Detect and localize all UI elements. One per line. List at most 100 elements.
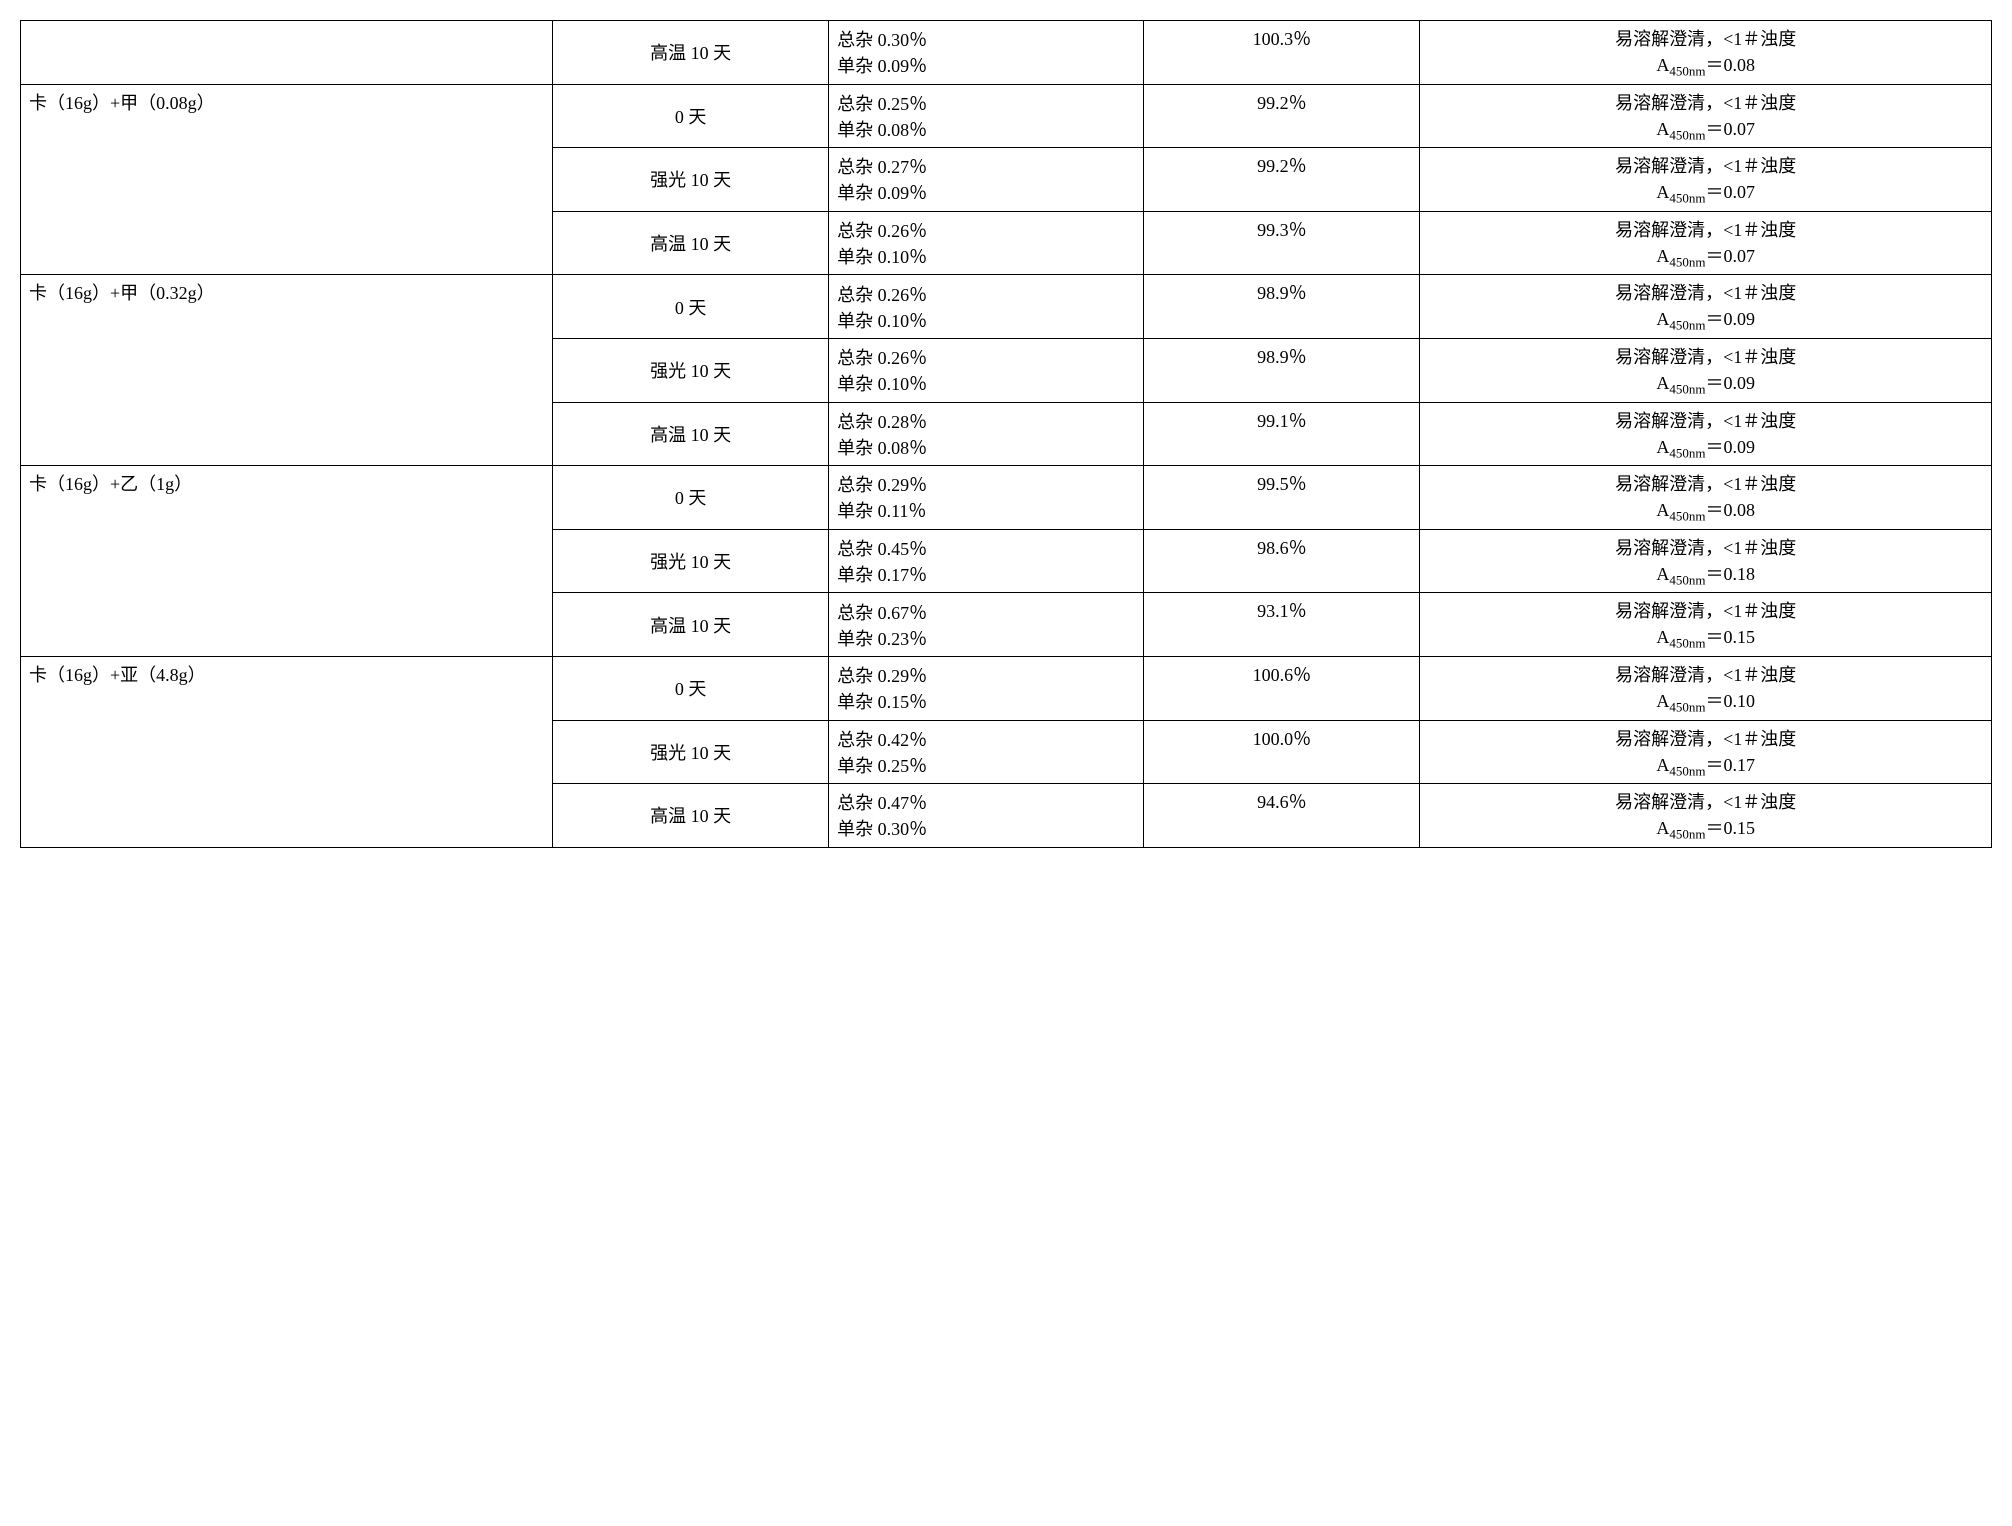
impurity-single: 单杂 0.25％ [837, 752, 1135, 778]
condition-cell: 0 天 [553, 656, 829, 720]
condition-cell: 高温 10 天 [553, 21, 829, 85]
condition-cell: 0 天 [553, 84, 829, 148]
condition-cell: 高温 10 天 [553, 211, 829, 275]
percent-cell: 99.1％ [1144, 402, 1420, 466]
impurity-cell: 总杂 0.26％单杂 0.10％ [829, 275, 1144, 339]
result-subscript: 450nm [1669, 191, 1705, 206]
result-value: ＝0.07 [1706, 119, 1756, 139]
table-row: 卡（16g）+甲（0.32g）0 天总杂 0.26％单杂 0.10％98.9％易… [21, 275, 1992, 339]
result-line1: 易溶解澄清，<1＃浊度 [1428, 89, 1983, 115]
result-line1: 易溶解澄清，<1＃浊度 [1428, 788, 1983, 814]
result-line2: A450nm＝0.09 [1428, 369, 1983, 398]
result-cell: 易溶解澄清，<1＃浊度A450nm＝0.09 [1420, 402, 1992, 466]
result-a: A [1656, 564, 1669, 584]
impurity-total: 总杂 0.67％ [837, 599, 1135, 625]
impurity-total: 总杂 0.47％ [837, 789, 1135, 815]
result-line1: 易溶解澄清，<1＃浊度 [1428, 470, 1983, 496]
result-line1: 易溶解澄清，<1＃浊度 [1428, 216, 1983, 242]
impurity-cell: 总杂 0.47％单杂 0.30％ [829, 784, 1144, 848]
impurity-cell: 总杂 0.26％单杂 0.10％ [829, 211, 1144, 275]
impurity-single: 单杂 0.09％ [837, 52, 1135, 78]
impurity-total: 总杂 0.25％ [837, 90, 1135, 116]
result-value: ＝0.15 [1706, 818, 1756, 838]
result-cell: 易溶解澄清，<1＃浊度A450nm＝0.08 [1420, 21, 1992, 85]
impurity-total: 总杂 0.45％ [837, 535, 1135, 561]
result-cell: 易溶解澄清，<1＃浊度A450nm＝0.09 [1420, 275, 1992, 339]
result-a: A [1656, 691, 1669, 711]
impurity-single: 单杂 0.15％ [837, 688, 1135, 714]
condition-cell: 高温 10 天 [553, 402, 829, 466]
result-subscript: 450nm [1669, 700, 1705, 715]
result-value: ＝0.07 [1706, 182, 1756, 202]
result-a: A [1656, 246, 1669, 266]
percent-cell: 100.3％ [1144, 21, 1420, 85]
result-subscript: 450nm [1669, 636, 1705, 651]
data-table: 高温 10 天总杂 0.30％单杂 0.09％100.3％易溶解澄清，<1＃浊度… [20, 20, 1992, 848]
impurity-total: 总杂 0.30％ [837, 26, 1135, 52]
impurity-single: 单杂 0.10％ [837, 243, 1135, 269]
condition-cell: 0 天 [553, 466, 829, 530]
result-line2: A450nm＝0.07 [1428, 242, 1983, 271]
result-line2: A450nm＝0.07 [1428, 115, 1983, 144]
impurity-cell: 总杂 0.45％单杂 0.17％ [829, 529, 1144, 593]
result-a: A [1656, 119, 1669, 139]
impurity-single: 单杂 0.17％ [837, 561, 1135, 587]
condition-cell: 高温 10 天 [553, 593, 829, 657]
result-line1: 易溶解澄清，<1＃浊度 [1428, 343, 1983, 369]
result-value: ＝0.07 [1706, 246, 1756, 266]
impurity-single: 单杂 0.10％ [837, 370, 1135, 396]
result-a: A [1656, 373, 1669, 393]
percent-cell: 99.2％ [1144, 84, 1420, 148]
result-line2: A450nm＝0.18 [1428, 560, 1983, 589]
result-value: ＝0.17 [1706, 755, 1756, 775]
result-cell: 易溶解澄清，<1＃浊度A450nm＝0.15 [1420, 593, 1992, 657]
impurity-cell: 总杂 0.26％单杂 0.10％ [829, 338, 1144, 402]
result-line2: A450nm＝0.17 [1428, 751, 1983, 780]
result-subscript: 450nm [1669, 572, 1705, 587]
sample-cell: 卡（16g）+乙（1g） [21, 466, 553, 657]
impurity-single: 单杂 0.09％ [837, 179, 1135, 205]
impurity-cell: 总杂 0.29％单杂 0.15％ [829, 656, 1144, 720]
result-line2: A450nm＝0.07 [1428, 178, 1983, 207]
impurity-total: 总杂 0.27％ [837, 153, 1135, 179]
result-value: ＝0.08 [1706, 500, 1756, 520]
impurity-single: 单杂 0.23％ [837, 625, 1135, 651]
result-value: ＝0.09 [1706, 437, 1756, 457]
percent-cell: 99.5％ [1144, 466, 1420, 530]
result-line1: 易溶解澄清，<1＃浊度 [1428, 407, 1983, 433]
impurity-total: 总杂 0.42％ [837, 726, 1135, 752]
result-cell: 易溶解澄清，<1＃浊度A450nm＝0.07 [1420, 211, 1992, 275]
result-subscript: 450nm [1669, 763, 1705, 778]
impurity-cell: 总杂 0.29％单杂 0.11％ [829, 466, 1144, 530]
impurity-total: 总杂 0.29％ [837, 471, 1135, 497]
percent-cell: 99.3％ [1144, 211, 1420, 275]
impurity-single: 单杂 0.11％ [837, 497, 1135, 523]
result-subscript: 450nm [1669, 382, 1705, 397]
result-cell: 易溶解澄清，<1＃浊度A450nm＝0.17 [1420, 720, 1992, 784]
impurity-single: 单杂 0.10％ [837, 307, 1135, 333]
result-subscript: 450nm [1669, 445, 1705, 460]
result-cell: 易溶解澄清，<1＃浊度A450nm＝0.10 [1420, 656, 1992, 720]
result-line2: A450nm＝0.10 [1428, 687, 1983, 716]
result-subscript: 450nm [1669, 254, 1705, 269]
result-line1: 易溶解澄清，<1＃浊度 [1428, 152, 1983, 178]
result-line1: 易溶解澄清，<1＃浊度 [1428, 597, 1983, 623]
result-cell: 易溶解澄清，<1＃浊度A450nm＝0.09 [1420, 338, 1992, 402]
condition-cell: 0 天 [553, 275, 829, 339]
impurity-total: 总杂 0.26％ [837, 281, 1135, 307]
impurity-total: 总杂 0.28％ [837, 408, 1135, 434]
percent-cell: 98.6％ [1144, 529, 1420, 593]
condition-cell: 高温 10 天 [553, 784, 829, 848]
impurity-cell: 总杂 0.27％单杂 0.09％ [829, 148, 1144, 212]
result-line1: 易溶解澄清，<1＃浊度 [1428, 279, 1983, 305]
result-value: ＝0.08 [1706, 55, 1756, 75]
result-line1: 易溶解澄清，<1＃浊度 [1428, 725, 1983, 751]
result-a: A [1656, 755, 1669, 775]
condition-cell: 强光 10 天 [553, 148, 829, 212]
condition-cell: 强光 10 天 [553, 529, 829, 593]
result-subscript: 450nm [1669, 64, 1705, 79]
sample-cell: 卡（16g）+甲（0.08g） [21, 84, 553, 275]
percent-cell: 98.9％ [1144, 275, 1420, 339]
percent-cell: 100.0％ [1144, 720, 1420, 784]
impurity-cell: 总杂 0.28％单杂 0.08％ [829, 402, 1144, 466]
